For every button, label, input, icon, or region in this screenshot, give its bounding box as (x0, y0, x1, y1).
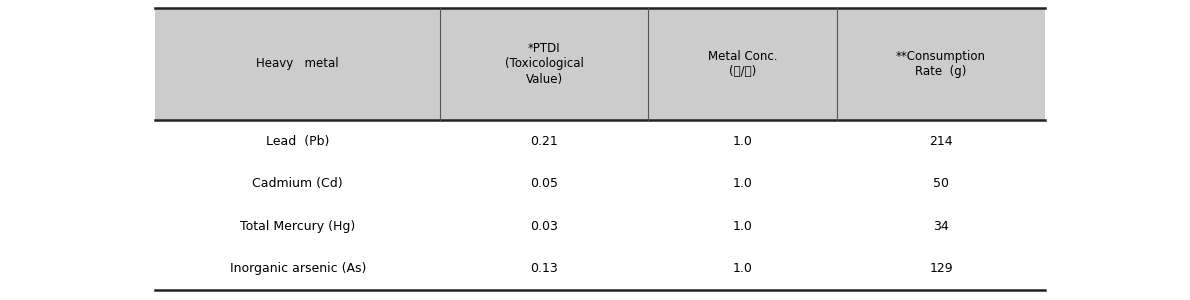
Text: 1.0: 1.0 (733, 135, 752, 148)
Text: 1.0: 1.0 (733, 177, 752, 190)
Text: **Consumption
Rate  (g): **Consumption Rate (g) (896, 50, 987, 78)
Text: *PTDI
(Toxicological
Value): *PTDI (Toxicological Value) (505, 43, 584, 86)
Text: 129: 129 (929, 262, 953, 275)
Text: 0.13: 0.13 (531, 262, 558, 275)
Text: 0.05: 0.05 (531, 177, 558, 190)
Text: 0.21: 0.21 (531, 135, 558, 148)
Text: Metal Conc.
(㎜/㎏): Metal Conc. (㎜/㎏) (708, 50, 777, 78)
Text: 50: 50 (933, 177, 948, 190)
Text: 34: 34 (933, 220, 948, 233)
Text: 1.0: 1.0 (733, 220, 752, 233)
Text: Heavy   metal: Heavy metal (256, 58, 339, 70)
Text: Lead  (Pb): Lead (Pb) (267, 135, 330, 148)
Text: 1.0: 1.0 (733, 262, 752, 275)
Bar (155, 8, 1045, 120)
Text: Cadmium (Cd): Cadmium (Cd) (252, 177, 343, 190)
Text: 0.03: 0.03 (531, 220, 558, 233)
Text: Total Mercury (Hg): Total Mercury (Hg) (240, 220, 356, 233)
Text: 214: 214 (929, 135, 953, 148)
Text: Inorganic arsenic (As): Inorganic arsenic (As) (230, 262, 365, 275)
